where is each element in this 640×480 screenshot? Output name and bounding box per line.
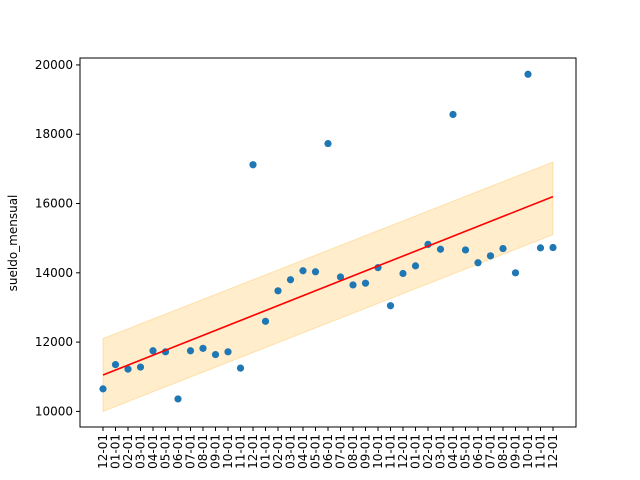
- data-point: [99, 385, 107, 393]
- x-tick-label: 05-01: [459, 434, 473, 469]
- x-tick-label: 05-01: [159, 434, 173, 469]
- data-point: [149, 347, 157, 355]
- x-tick-label: 02-01: [121, 434, 135, 469]
- data-point: [549, 243, 557, 252]
- x-tick-label: 02-01: [271, 434, 285, 469]
- x-tick-label: 12-01: [246, 434, 260, 469]
- x-tick-label: 08-01: [496, 434, 510, 469]
- data-point: [124, 365, 132, 373]
- x-tick-label: 11-01: [534, 434, 548, 469]
- data-point: [186, 347, 195, 355]
- trend-line: [102, 195, 554, 376]
- data-point: [311, 268, 320, 276]
- data-point: [436, 245, 445, 253]
- data-point: [286, 276, 295, 284]
- x-tick-label: 06-01: [471, 434, 485, 469]
- data-point: [111, 361, 120, 369]
- x-tick-label: 04-01: [446, 434, 460, 469]
- axes: 10000120001400016000180002000012-0101-01…: [35, 57, 577, 469]
- plot-area: [99, 70, 557, 413]
- x-tick-label: 11-01: [384, 434, 398, 469]
- confidence-band: [102, 161, 554, 413]
- data-point: [261, 317, 270, 325]
- x-tick-label: 03-01: [284, 434, 298, 469]
- y-tick-label: 12000: [35, 335, 73, 349]
- data-point: [211, 350, 220, 359]
- x-tick-label: 07-01: [484, 434, 498, 469]
- x-tick-label: 01-01: [409, 434, 423, 469]
- data-point: [536, 244, 545, 252]
- x-tick-label: 09-01: [359, 434, 373, 469]
- x-tick-label: 12-01: [546, 434, 560, 469]
- x-tick-label: 12-01: [396, 434, 410, 469]
- x-tick-label: 11-01: [234, 434, 248, 469]
- x-tick-label: 10-01: [371, 434, 385, 469]
- x-tick-label: 03-01: [434, 434, 448, 469]
- data-point: [399, 269, 407, 278]
- x-tick-label: 07-01: [334, 434, 348, 469]
- y-tick-label: 20000: [35, 58, 73, 72]
- data-point: [386, 302, 395, 310]
- x-tick-label: 05-01: [309, 434, 323, 469]
- y-tick-label: 16000: [35, 197, 73, 211]
- x-tick-label: 03-01: [134, 434, 148, 469]
- data-point: [499, 244, 507, 253]
- data-point: [174, 395, 182, 403]
- x-tick-label: 01-01: [109, 434, 123, 469]
- x-tick-label: 10-01: [521, 434, 535, 469]
- x-tick-label: 08-01: [346, 434, 360, 469]
- data-point: [136, 363, 145, 371]
- x-tick-label: 04-01: [296, 434, 310, 469]
- x-tick-label: 01-01: [259, 434, 273, 469]
- x-tick-label: 06-01: [321, 434, 335, 469]
- x-tick-label: 09-01: [209, 434, 223, 469]
- data-point: [511, 269, 520, 277]
- data-point: [349, 281, 357, 289]
- data-point: [474, 259, 482, 267]
- y-tick-label: 18000: [35, 127, 73, 141]
- x-tick-label: 09-01: [509, 434, 523, 469]
- x-tick-label: 12-01: [96, 434, 110, 469]
- y-tick-label: 14000: [35, 266, 73, 280]
- data-point: [236, 364, 245, 372]
- data-point: [524, 70, 532, 78]
- data-point: [461, 246, 470, 254]
- data-point: [274, 287, 282, 295]
- data-point: [336, 273, 345, 281]
- x-tick-label: 06-01: [171, 434, 185, 469]
- data-point: [199, 344, 207, 352]
- y-tick-label: 10000: [35, 404, 73, 418]
- data-point: [249, 161, 257, 169]
- data-point: [411, 262, 420, 270]
- y-axis-label: sueldo_mensual: [6, 195, 20, 292]
- data-point: [324, 139, 332, 148]
- x-tick-label: 02-01: [421, 434, 435, 469]
- data-point: [361, 279, 370, 287]
- data-point: [299, 267, 307, 275]
- x-tick-label: 08-01: [196, 434, 210, 469]
- data-point: [486, 252, 495, 260]
- x-tick-label: 07-01: [184, 434, 198, 469]
- data-point: [449, 110, 457, 119]
- x-tick-label: 04-01: [146, 434, 160, 469]
- data-point: [224, 348, 232, 356]
- x-tick-label: 10-01: [221, 434, 235, 469]
